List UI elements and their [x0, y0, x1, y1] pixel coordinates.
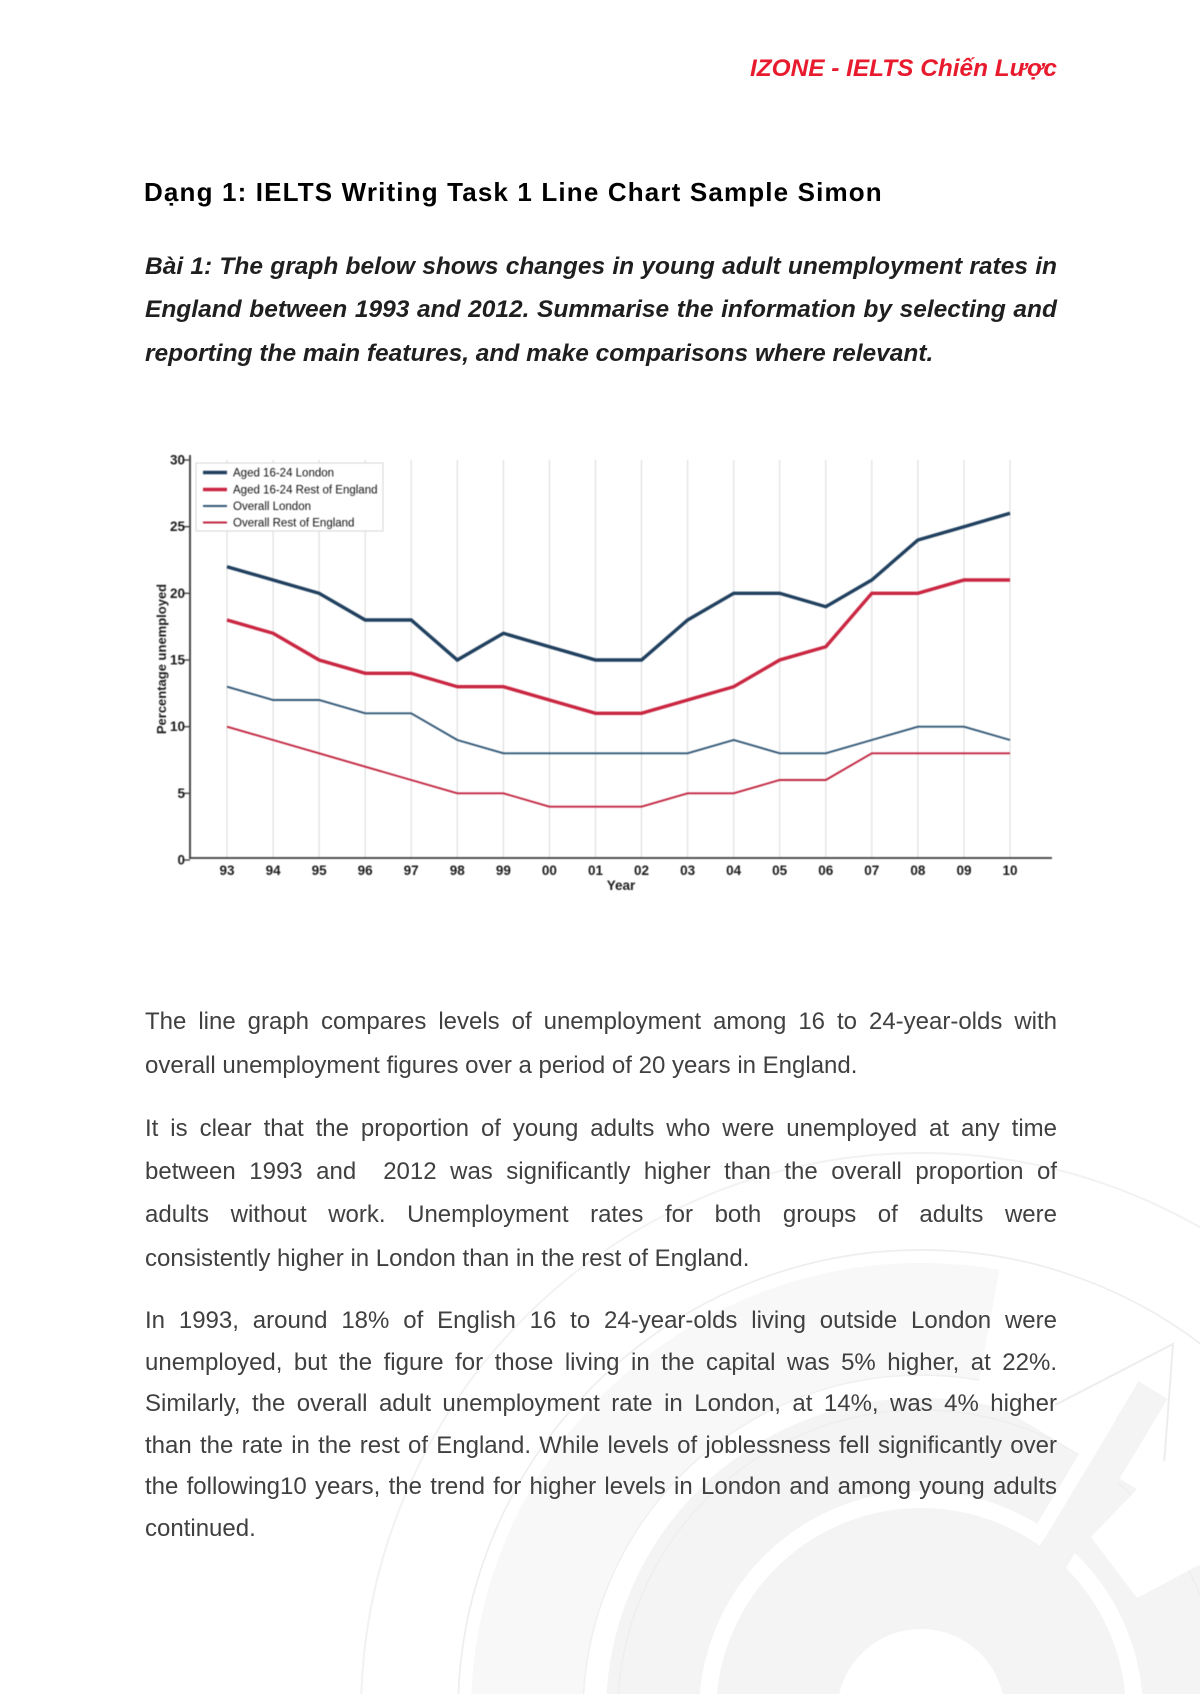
svg-text:Aged 16-24 Rest of England: Aged 16-24 Rest of England — [233, 485, 378, 497]
svg-text:30: 30 — [170, 453, 185, 468]
svg-text:05: 05 — [772, 863, 788, 878]
svg-text:99: 99 — [496, 863, 511, 878]
svg-text:Year: Year — [607, 878, 636, 893]
svg-text:02: 02 — [634, 863, 649, 878]
svg-text:Overall Rest of England: Overall Rest of England — [233, 518, 354, 530]
svg-text:Overall London: Overall London — [233, 501, 311, 513]
svg-text:07: 07 — [864, 863, 879, 878]
svg-text:Percentage unemployed: Percentage unemployed — [154, 584, 169, 734]
svg-text:06: 06 — [818, 863, 834, 878]
svg-text:01: 01 — [588, 863, 604, 878]
svg-text:15: 15 — [170, 653, 186, 668]
svg-text:25: 25 — [170, 519, 186, 534]
svg-text:0: 0 — [177, 853, 185, 868]
svg-text:Aged 16-24 London: Aged 16-24 London — [233, 468, 334, 480]
svg-text:04: 04 — [726, 863, 742, 878]
svg-text:96: 96 — [358, 863, 374, 878]
svg-text:98: 98 — [450, 863, 466, 878]
svg-text:5: 5 — [177, 786, 185, 801]
svg-text:20: 20 — [170, 586, 185, 601]
svg-text:95: 95 — [312, 863, 328, 878]
svg-text:09: 09 — [956, 863, 971, 878]
svg-text:10: 10 — [1002, 863, 1017, 878]
svg-text:94: 94 — [266, 863, 282, 878]
svg-text:08: 08 — [910, 863, 926, 878]
svg-text:10: 10 — [170, 719, 185, 734]
svg-text:00: 00 — [542, 863, 557, 878]
svg-text:93: 93 — [219, 863, 235, 878]
svg-text:97: 97 — [404, 863, 419, 878]
svg-text:03: 03 — [680, 863, 696, 878]
